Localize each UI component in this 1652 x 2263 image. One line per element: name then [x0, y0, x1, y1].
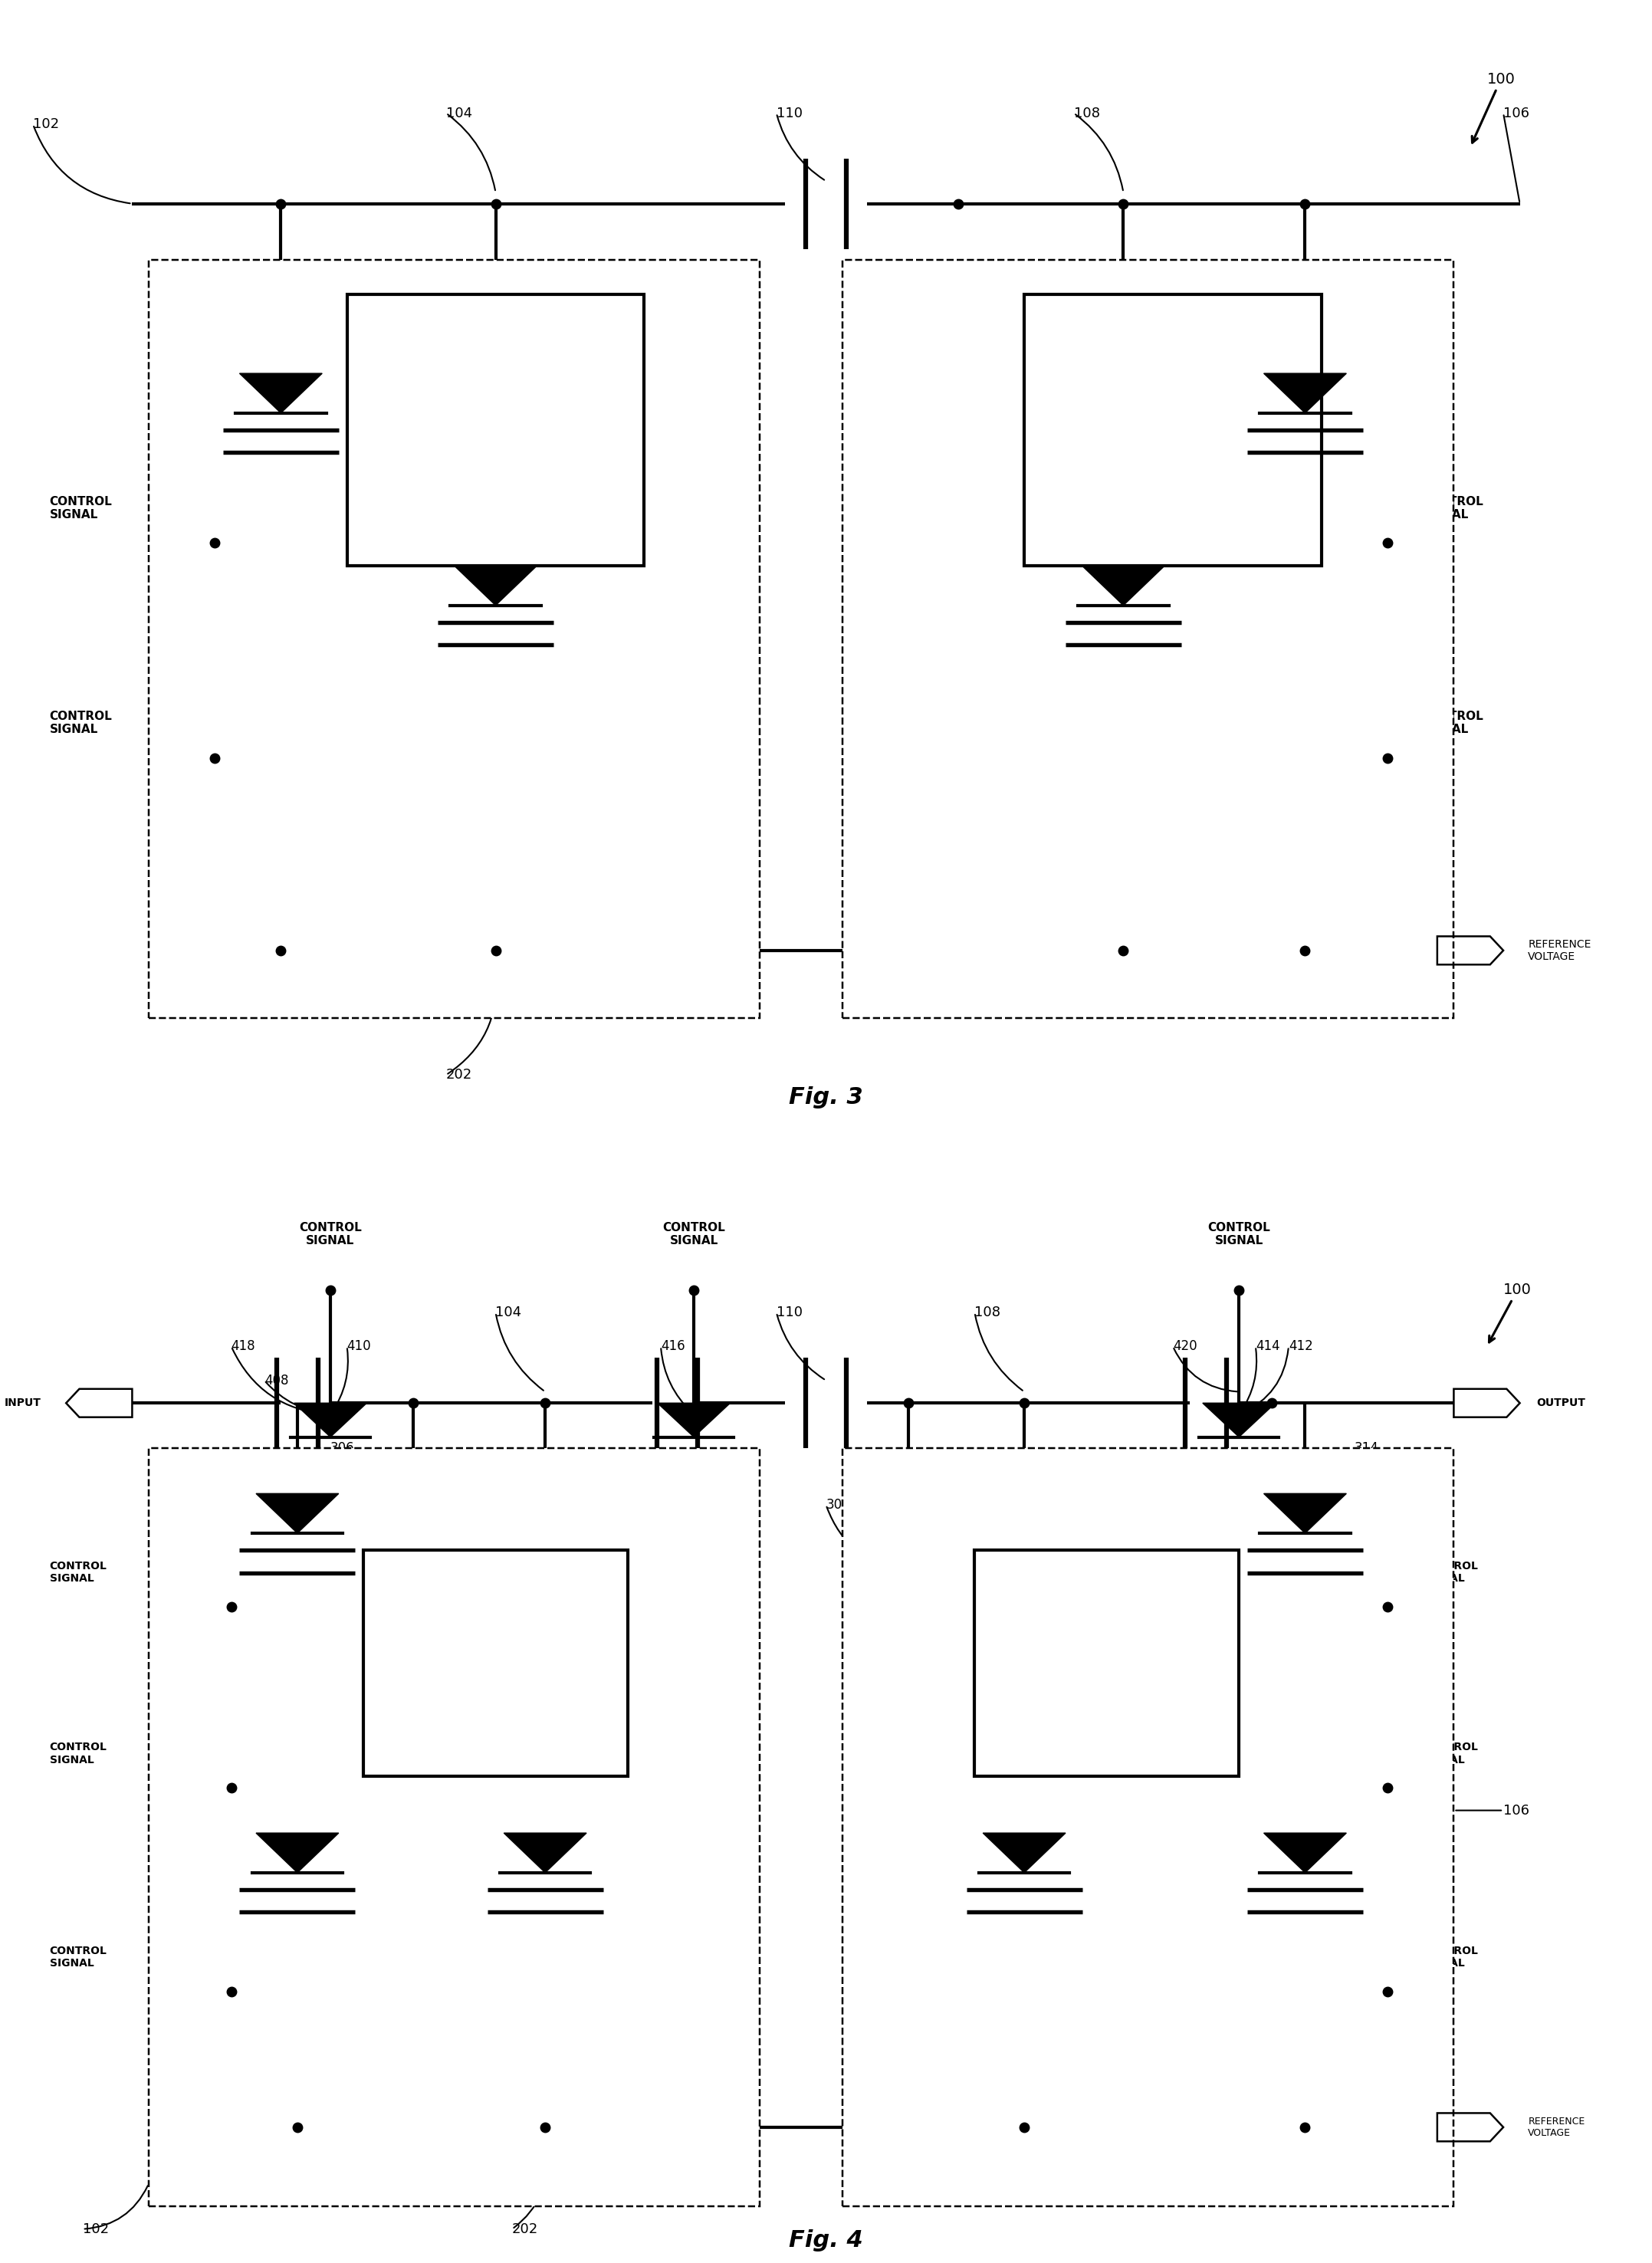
Polygon shape — [240, 373, 322, 412]
Bar — [149, 260, 760, 1018]
Text: 110: 110 — [776, 1306, 803, 1319]
Text: 302: 302 — [380, 593, 405, 606]
Text: 306: 306 — [330, 1442, 355, 1455]
Bar — [843, 260, 1454, 1018]
Text: 202: 202 — [446, 1068, 472, 1082]
Text: 202: 202 — [512, 2222, 539, 2236]
Text: 106: 106 — [1503, 1804, 1530, 1817]
Text: INPUT: INPUT — [5, 1399, 41, 1408]
Polygon shape — [1264, 373, 1346, 412]
Text: 208: 208 — [1156, 423, 1189, 437]
Text: 418: 418 — [231, 1340, 256, 1353]
Text: CONTROL
SIGNAL: CONTROL SIGNAL — [1421, 1946, 1479, 1969]
Text: 308: 308 — [826, 1498, 851, 1512]
Polygon shape — [256, 1494, 339, 1534]
Text: 304: 304 — [363, 831, 388, 844]
Text: 410: 410 — [347, 1340, 372, 1353]
Text: 318: 318 — [1355, 1792, 1379, 1806]
Text: OUTPUT: OUTPUT — [1536, 1399, 1586, 1408]
Text: 100: 100 — [1472, 72, 1515, 143]
Text: 106: 106 — [1503, 106, 1530, 120]
Text: CONTROL
SIGNAL: CONTROL SIGNAL — [50, 711, 112, 735]
Text: 300: 300 — [595, 1792, 620, 1806]
Text: CONTROL
SIGNAL: CONTROL SIGNAL — [1208, 1222, 1270, 1247]
Text: CONTROL
SIGNAL: CONTROL SIGNAL — [50, 1946, 107, 1969]
Polygon shape — [504, 1833, 586, 1874]
Text: 300: 300 — [578, 627, 603, 640]
Polygon shape — [983, 1833, 1066, 1874]
Text: 314: 314 — [1355, 321, 1379, 335]
Text: 310: 310 — [1189, 627, 1214, 640]
Polygon shape — [294, 1403, 367, 1437]
Text: 314: 314 — [1355, 1442, 1379, 1455]
Text: 316: 316 — [165, 1770, 190, 1783]
Polygon shape — [1203, 1403, 1275, 1437]
Polygon shape — [1264, 1494, 1346, 1534]
Text: 208: 208 — [1090, 1657, 1123, 1670]
Text: 400: 400 — [446, 1872, 471, 1885]
Text: 102: 102 — [83, 2222, 109, 2236]
Text: 318: 318 — [1330, 808, 1355, 821]
Text: 110: 110 — [776, 106, 803, 120]
Polygon shape — [657, 1403, 730, 1437]
Bar — [843, 1448, 1454, 2206]
Text: 408: 408 — [264, 1374, 289, 1387]
Text: 306: 306 — [322, 321, 347, 335]
Bar — [347, 294, 644, 566]
Text: REFERENCE
VOLTAGE: REFERENCE VOLTAGE — [1528, 939, 1591, 962]
Text: 308: 308 — [958, 593, 983, 606]
Text: Fig. 4: Fig. 4 — [790, 2229, 862, 2252]
Text: 404: 404 — [1074, 1872, 1099, 1885]
Text: 108: 108 — [975, 1306, 1001, 1319]
Text: 416: 416 — [661, 1340, 686, 1353]
Bar — [363, 1550, 628, 1776]
Text: 412: 412 — [1289, 1340, 1313, 1353]
Text: 402: 402 — [182, 2007, 206, 2021]
Text: CONTROL
SIGNAL: CONTROL SIGNAL — [1421, 496, 1483, 520]
Text: 312: 312 — [975, 2053, 999, 2066]
Text: 100: 100 — [1488, 1283, 1531, 1342]
Bar — [149, 1448, 760, 2206]
Text: 312: 312 — [1024, 831, 1049, 844]
Bar — [975, 1550, 1239, 1776]
Text: REFERENCE
VOLTAGE: REFERENCE VOLTAGE — [1528, 2116, 1584, 2139]
Text: 420: 420 — [1173, 1340, 1198, 1353]
Polygon shape — [256, 1833, 339, 1874]
Text: 304: 304 — [496, 2053, 520, 2066]
Text: CONTROL
SIGNAL: CONTROL SIGNAL — [662, 1222, 725, 1247]
Bar — [1024, 294, 1322, 566]
Text: 302: 302 — [314, 1498, 339, 1512]
Text: CONTROL
SIGNAL: CONTROL SIGNAL — [299, 1222, 362, 1247]
Text: CONTROL
SIGNAL: CONTROL SIGNAL — [50, 496, 112, 520]
Polygon shape — [454, 566, 537, 604]
Text: 316: 316 — [173, 808, 198, 821]
Text: 406: 406 — [1404, 2007, 1429, 2021]
Text: 102: 102 — [33, 118, 59, 131]
Polygon shape — [1264, 1833, 1346, 1874]
Text: 104: 104 — [446, 106, 472, 120]
Text: CONTROL
SIGNAL: CONTROL SIGNAL — [50, 1743, 107, 1765]
Text: 108: 108 — [1074, 106, 1100, 120]
Text: 310: 310 — [1074, 1792, 1099, 1806]
Text: 200: 200 — [479, 423, 512, 437]
Text: 104: 104 — [496, 1306, 522, 1319]
Text: 316: 316 — [198, 1804, 223, 1817]
Text: CONTROL
SIGNAL: CONTROL SIGNAL — [1421, 711, 1483, 735]
Text: 200: 200 — [479, 1657, 512, 1670]
Text: CONTROL
SIGNAL: CONTROL SIGNAL — [50, 1561, 107, 1584]
Text: CONTROL
SIGNAL: CONTROL SIGNAL — [1421, 1743, 1479, 1765]
Text: Fig. 3: Fig. 3 — [790, 1086, 862, 1109]
Text: 414: 414 — [1256, 1340, 1280, 1353]
Text: CONTROL
SIGNAL: CONTROL SIGNAL — [1421, 1561, 1479, 1584]
Polygon shape — [1082, 566, 1165, 604]
